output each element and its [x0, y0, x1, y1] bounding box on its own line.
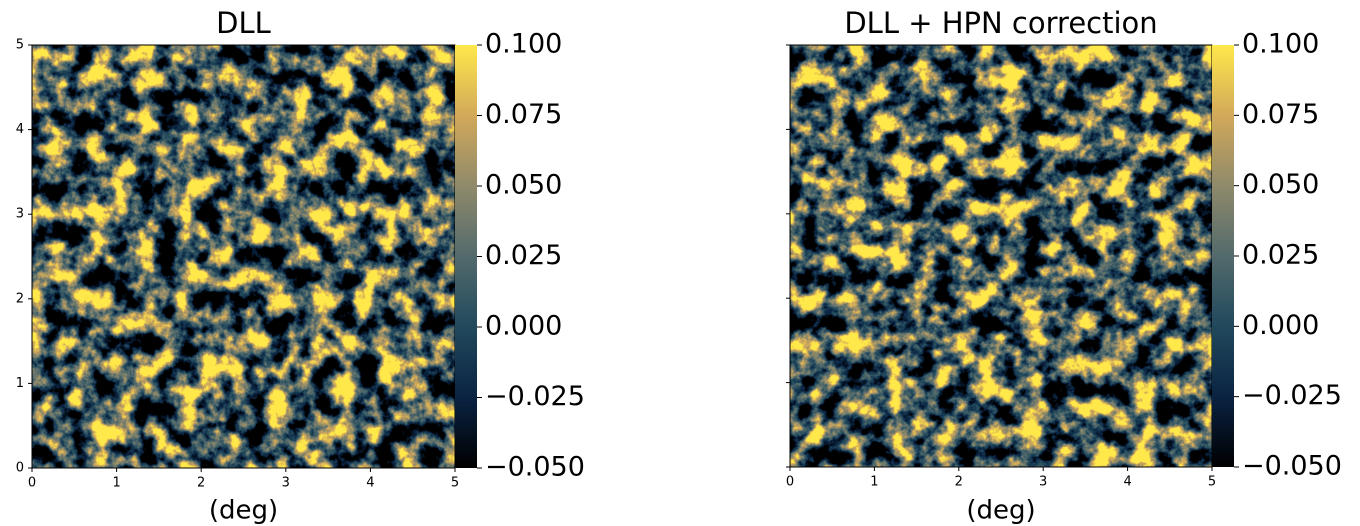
- x-tick-label: 4: [366, 476, 374, 491]
- colorbar-tick-label: 0.050: [485, 170, 562, 201]
- y-tick-label: 5: [16, 38, 24, 53]
- x-axis-label: (deg): [966, 496, 1035, 526]
- x-tick-label: 0: [28, 476, 36, 491]
- x-tick-label: 2: [197, 476, 205, 491]
- colorbar-tick-label: 0.000: [1242, 310, 1319, 341]
- colorbar-tick-label: −0.050: [1242, 451, 1342, 482]
- x-tick-label: 5: [1208, 475, 1216, 490]
- colorbar-tick-label: 0.100: [1242, 29, 1319, 60]
- x-tick-label: 5: [451, 476, 459, 491]
- heatmap-image: [790, 45, 1212, 467]
- y-tick-label: 4: [16, 122, 24, 137]
- chart-title: DLL + HPN correction: [844, 6, 1157, 40]
- colorbar-tick-label: 0.100: [485, 29, 562, 60]
- x-tick-label: 1: [112, 476, 120, 491]
- colorbar-tick-label: −0.025: [485, 381, 585, 412]
- colorbar-tick-label: 0.000: [485, 311, 562, 342]
- colorbar-tick-label: 0.050: [1242, 169, 1319, 200]
- colorbar: [455, 45, 477, 468]
- y-tick-label: 0: [16, 461, 24, 476]
- colorbar-tick-label: 0.025: [485, 240, 562, 271]
- y-tick-label: 3: [16, 207, 24, 222]
- x-tick-label: 1: [870, 475, 878, 490]
- colorbar-tick-label: −0.050: [485, 452, 585, 483]
- x-axis-label: (deg): [209, 496, 278, 526]
- colorbar-tick-label: 0.075: [485, 99, 562, 130]
- x-tick-label: 3: [1039, 475, 1047, 490]
- colorbar-tick-label: −0.025: [1242, 380, 1342, 411]
- y-tick-label: 2: [16, 291, 24, 306]
- x-tick-label: 0: [786, 475, 794, 490]
- x-tick-label: 2: [955, 475, 963, 490]
- y-tick-label: 1: [16, 376, 24, 391]
- heatmap-image: [32, 45, 455, 468]
- colorbar-tick-label: 0.025: [1242, 240, 1319, 271]
- chart-title: DLL: [216, 6, 271, 40]
- colorbar: [1212, 45, 1234, 467]
- colorbar-tick-label: 0.075: [1242, 99, 1319, 130]
- x-tick-label: 3: [282, 476, 290, 491]
- x-tick-label: 4: [1123, 475, 1131, 490]
